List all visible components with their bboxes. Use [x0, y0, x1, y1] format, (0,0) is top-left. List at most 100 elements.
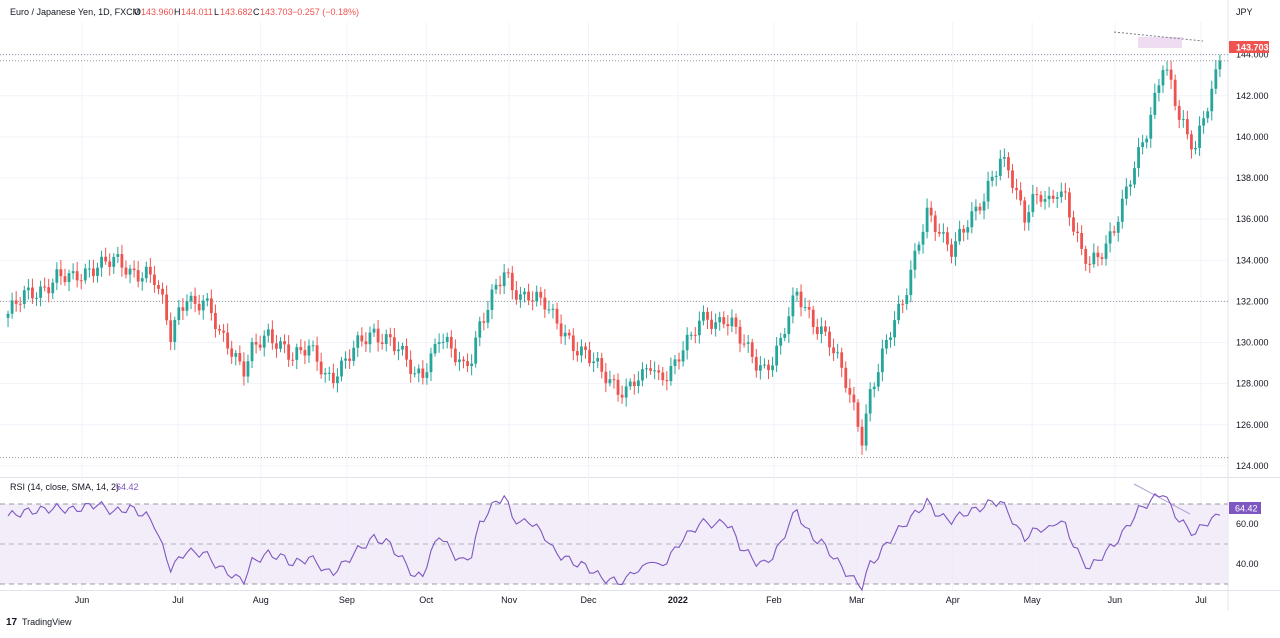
candle	[250, 337, 254, 369]
candle	[775, 336, 779, 373]
candle	[39, 280, 42, 307]
candle	[1157, 78, 1161, 102]
ohlc-high-label: H	[174, 7, 181, 17]
candle	[1055, 191, 1059, 208]
candle	[1202, 110, 1206, 134]
candle	[466, 353, 469, 373]
candle	[462, 356, 465, 369]
candle	[331, 363, 335, 389]
price-tick-label: 140.000	[1236, 132, 1269, 142]
candle	[941, 223, 945, 243]
candle	[417, 364, 421, 383]
price-tick-label: 144.000	[1236, 50, 1269, 60]
candle	[340, 356, 343, 382]
candle	[547, 300, 551, 314]
candle	[880, 339, 884, 382]
candle	[901, 299, 905, 314]
candle	[96, 262, 99, 283]
candle	[1076, 222, 1079, 243]
ohlc-high-value: 144.011	[181, 7, 213, 17]
candle	[588, 341, 591, 367]
candle	[905, 288, 909, 310]
candle	[437, 333, 441, 353]
candle	[990, 170, 994, 187]
candle	[925, 198, 929, 239]
candle	[710, 311, 713, 335]
candle	[165, 285, 169, 326]
candle	[824, 320, 827, 336]
candle	[665, 371, 669, 391]
candle	[218, 324, 221, 335]
candle	[535, 285, 539, 307]
candle	[555, 302, 559, 330]
candle	[474, 330, 478, 368]
candle	[43, 277, 47, 292]
candle	[567, 329, 571, 340]
candle	[1185, 110, 1189, 140]
time-tick-label: May	[1024, 595, 1042, 605]
candle	[661, 366, 665, 386]
candle	[311, 340, 315, 352]
candle	[575, 341, 579, 362]
candle	[59, 259, 63, 285]
candle	[266, 323, 270, 343]
candle	[205, 292, 209, 307]
candle	[608, 370, 612, 387]
candle	[970, 202, 974, 234]
candle	[815, 318, 819, 340]
candle	[1161, 65, 1165, 93]
candle	[1198, 116, 1201, 156]
candle	[112, 253, 116, 274]
tradingview-logo-icon: 17	[6, 617, 18, 628]
rsi-header-value: 64.42	[116, 482, 139, 492]
candle	[1084, 245, 1088, 272]
tradingview-logo[interactable]: 17 TradingView	[6, 617, 72, 628]
candle	[844, 361, 848, 393]
candle	[1011, 164, 1014, 194]
candle	[315, 336, 319, 371]
time-axis: Jun Jul Aug Sep Oct Nov Dec 2022 Feb Mar Apr May Jun…	[75, 595, 1207, 605]
candle	[551, 303, 555, 319]
candle	[177, 299, 181, 325]
candle	[718, 311, 722, 331]
candle	[1051, 189, 1055, 204]
candle	[1190, 130, 1193, 159]
symbol-title: Euro / Japanese Yen, 1D, FXCM	[10, 7, 140, 17]
candle	[580, 339, 583, 363]
candle	[258, 335, 262, 351]
candle	[673, 355, 677, 375]
candle	[787, 307, 791, 343]
candle	[380, 333, 384, 350]
candle	[1141, 134, 1145, 155]
candle	[356, 331, 360, 358]
candle	[392, 328, 396, 356]
candle	[811, 305, 815, 335]
candle	[409, 350, 413, 383]
rsi-axis: 40.00 60.00	[1236, 519, 1259, 569]
candle	[994, 170, 998, 187]
candle	[836, 343, 840, 359]
candle	[189, 291, 193, 310]
candle	[1019, 182, 1023, 206]
candle	[226, 323, 230, 355]
candle	[100, 250, 103, 277]
candle	[372, 323, 376, 337]
candle	[1104, 235, 1108, 266]
candle	[458, 351, 461, 371]
candle	[291, 352, 295, 366]
candle	[697, 311, 701, 344]
candle	[104, 247, 108, 265]
candle	[55, 262, 59, 291]
candle	[270, 320, 274, 350]
candle	[413, 366, 417, 378]
candle	[958, 220, 962, 245]
candle	[771, 356, 774, 377]
candle	[71, 263, 75, 280]
price-tick-label: 138.000	[1236, 173, 1269, 183]
candle	[543, 288, 547, 318]
candle	[523, 288, 526, 303]
candle	[51, 278, 55, 300]
candle	[6, 310, 10, 328]
candle	[279, 337, 282, 353]
